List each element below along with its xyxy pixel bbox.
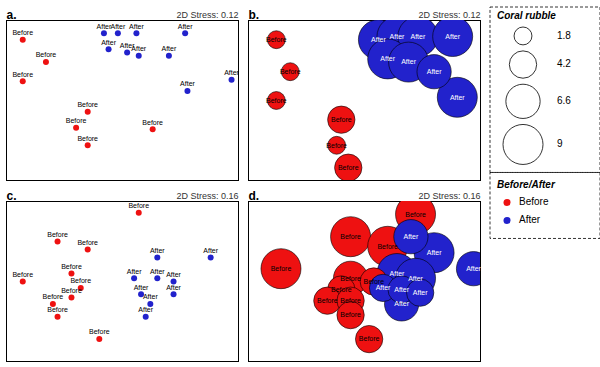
svg-text:Before: Before bbox=[331, 286, 352, 293]
svg-text:After: After bbox=[401, 58, 416, 65]
svg-text:Before: Before bbox=[363, 277, 385, 285]
svg-text:After: After bbox=[166, 284, 181, 291]
svg-text:Before: Before bbox=[12, 271, 33, 278]
svg-text:Before: Before bbox=[340, 233, 361, 240]
svg-text:After: After bbox=[101, 39, 116, 46]
svg-text:After: After bbox=[150, 268, 165, 275]
svg-text:After: After bbox=[143, 293, 158, 300]
svg-text:After: After bbox=[180, 80, 195, 87]
svg-text:Before: Before bbox=[66, 117, 87, 124]
svg-text:After: After bbox=[129, 23, 144, 30]
svg-text:Before: Before bbox=[377, 243, 398, 250]
svg-text:After: After bbox=[390, 33, 405, 40]
svg-text:Before: Before bbox=[142, 119, 163, 126]
svg-text:a.: a. bbox=[7, 8, 17, 22]
svg-text:Before: Before bbox=[359, 335, 380, 342]
svg-text:After: After bbox=[134, 284, 149, 291]
svg-text:Before: Before bbox=[77, 135, 98, 142]
svg-text:After: After bbox=[166, 271, 181, 278]
svg-text:Before: Before bbox=[47, 306, 68, 313]
svg-text:Before: Before bbox=[70, 277, 91, 284]
svg-text:After: After bbox=[131, 45, 146, 52]
svg-text:After: After bbox=[380, 55, 395, 62]
svg-text:Before: Before bbox=[338, 164, 359, 171]
svg-text:Before: Before bbox=[326, 142, 347, 149]
svg-text:After: After bbox=[110, 23, 125, 30]
svg-text:Before/After: Before/After bbox=[497, 179, 556, 190]
svg-text:Coral rubble: Coral rubble bbox=[497, 10, 556, 21]
svg-text:After: After bbox=[466, 265, 481, 272]
svg-text:Before: Before bbox=[61, 287, 82, 294]
svg-text:After: After bbox=[162, 45, 177, 52]
svg-text:Before: Before bbox=[331, 116, 352, 123]
svg-text:After: After bbox=[519, 214, 541, 225]
svg-text:Before: Before bbox=[77, 101, 98, 108]
svg-text:After: After bbox=[404, 233, 419, 240]
svg-text:After: After bbox=[203, 247, 218, 254]
svg-text:Before: Before bbox=[340, 275, 361, 282]
svg-text:Before: Before bbox=[271, 265, 292, 272]
svg-text:b.: b. bbox=[249, 8, 260, 22]
svg-text:After: After bbox=[427, 249, 442, 256]
svg-text:2D Stress: 0.16: 2D Stress: 0.16 bbox=[176, 191, 238, 201]
svg-text:Before: Before bbox=[43, 293, 64, 300]
svg-text:d.: d. bbox=[249, 189, 260, 203]
svg-text:Before: Before bbox=[266, 97, 287, 104]
svg-text:6.6: 6.6 bbox=[557, 95, 571, 106]
svg-text:Before: Before bbox=[61, 263, 82, 270]
svg-text:After: After bbox=[138, 306, 153, 313]
svg-text:After: After bbox=[394, 300, 409, 307]
svg-text:After: After bbox=[445, 33, 460, 40]
svg-text:Before: Before bbox=[12, 29, 33, 36]
svg-text:After: After bbox=[427, 68, 442, 75]
svg-text:Before: Before bbox=[36, 51, 57, 58]
svg-text:After: After bbox=[119, 41, 135, 49]
svg-text:After: After bbox=[450, 94, 465, 101]
svg-text:After: After bbox=[127, 268, 142, 275]
svg-text:After: After bbox=[413, 289, 428, 296]
svg-text:Before: Before bbox=[340, 297, 361, 304]
svg-text:1.8: 1.8 bbox=[557, 30, 571, 41]
svg-text:Before: Before bbox=[77, 239, 98, 246]
svg-text:Before: Before bbox=[340, 311, 361, 318]
svg-text:After: After bbox=[371, 36, 386, 43]
svg-text:2D Stress: 0.12: 2D Stress: 0.12 bbox=[418, 10, 480, 20]
svg-text:2D Stress: 0.12: 2D Stress: 0.12 bbox=[176, 10, 238, 20]
svg-text:2D Stress: 0.16: 2D Stress: 0.16 bbox=[418, 191, 480, 201]
svg-text:After: After bbox=[410, 33, 425, 40]
svg-text:After: After bbox=[376, 284, 391, 291]
svg-text:Before: Before bbox=[266, 36, 287, 43]
svg-text:After: After bbox=[150, 247, 165, 254]
svg-text:Before: Before bbox=[280, 68, 301, 75]
svg-text:9: 9 bbox=[557, 138, 563, 149]
svg-text:Before: Before bbox=[519, 196, 549, 207]
svg-text:Before: Before bbox=[89, 328, 110, 335]
svg-text:Before: Before bbox=[128, 202, 149, 209]
svg-text:After: After bbox=[96, 22, 112, 30]
svg-text:After: After bbox=[178, 23, 193, 30]
svg-text:After: After bbox=[390, 270, 405, 277]
svg-text:After: After bbox=[224, 69, 239, 76]
svg-text:c.: c. bbox=[7, 189, 17, 203]
svg-text:Before: Before bbox=[47, 231, 68, 238]
svg-text:After: After bbox=[394, 286, 409, 293]
svg-text:After: After bbox=[408, 275, 423, 282]
svg-text:Before: Before bbox=[12, 71, 33, 78]
svg-text:Before: Before bbox=[405, 211, 426, 218]
svg-text:4.2: 4.2 bbox=[557, 58, 571, 69]
svg-text:Before: Before bbox=[317, 297, 338, 304]
